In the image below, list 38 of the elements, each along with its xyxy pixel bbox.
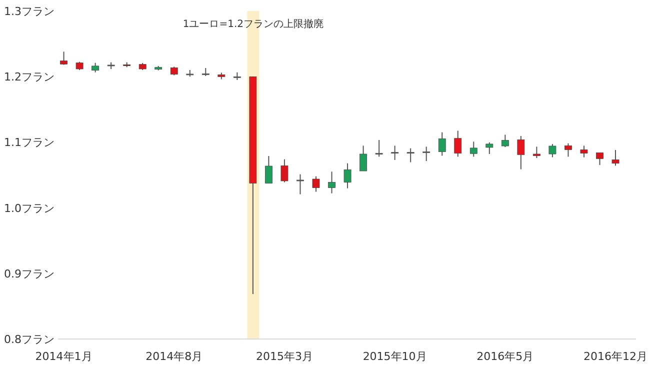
- candlestick: [548, 143, 556, 158]
- candlestick: [328, 171, 336, 194]
- y-tick-label: 1.0フラン: [4, 202, 54, 215]
- band-label: 1ユーロ=1.2フランの上限撤廃: [182, 18, 324, 30]
- y-tick-label: 1.3フラン: [4, 5, 54, 18]
- candlestick: [92, 62, 100, 73]
- candlestick: [280, 158, 288, 183]
- candlestick: [486, 142, 494, 155]
- candlestick: [438, 132, 446, 156]
- candlestick: [360, 145, 367, 172]
- candlestick: [470, 141, 478, 158]
- y-tick-label: 1.1フラン: [4, 136, 54, 150]
- candlestick: [312, 176, 320, 192]
- candlestick: [580, 145, 588, 158]
- x-tick-label: 2015年3月: [256, 350, 313, 363]
- candlestick: [265, 155, 272, 184]
- y-tick-label: 1.2フラン: [4, 70, 54, 84]
- candlestick: [406, 148, 414, 163]
- candlestick: [517, 135, 525, 170]
- candlestick: [296, 174, 304, 195]
- candlestick: [564, 142, 572, 158]
- candlestick: [391, 145, 399, 160]
- candlestick: [596, 152, 604, 166]
- candlestick: [454, 130, 462, 158]
- candlestick: [532, 146, 540, 159]
- candlestick: [375, 139, 383, 158]
- x-tick-label: 2014年8月: [146, 350, 203, 363]
- candlestick: [344, 162, 352, 189]
- candlestick: [501, 134, 509, 148]
- x-tick-label: 2016年5月: [476, 350, 534, 363]
- candlestick: [422, 146, 430, 162]
- y-tick-label: 0.9フラン: [4, 267, 54, 280]
- x-tick-label: 2015年10月: [362, 350, 427, 363]
- x-tick-label: 2016年12月: [584, 350, 648, 363]
- y-tick-label: 0.8フラン: [4, 333, 54, 346]
- candlestick: [60, 51, 68, 66]
- x-tick-label: 2014年1月: [35, 350, 92, 363]
- candlestick: [612, 150, 620, 166]
